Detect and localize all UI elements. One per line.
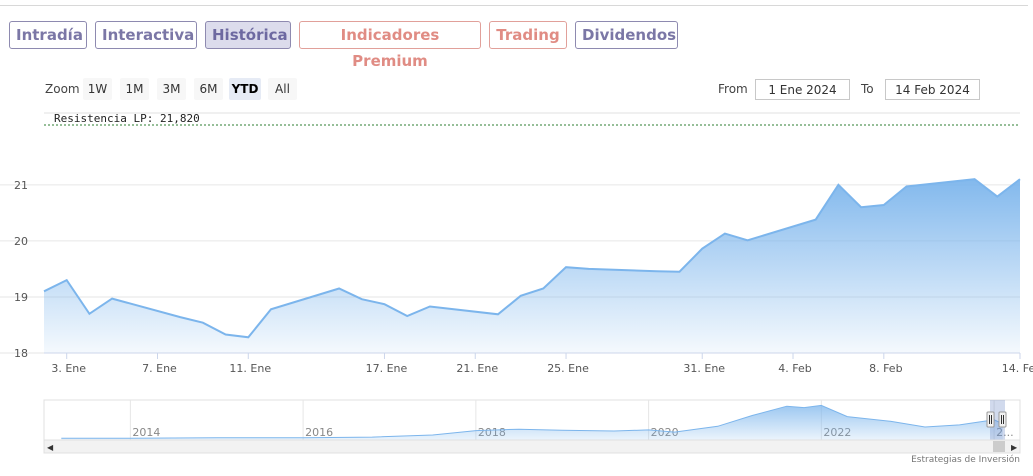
y-tick-label: 18 xyxy=(14,347,28,360)
navigator-year-label: 2016 xyxy=(305,426,333,439)
tab-trading[interactable]: Trading xyxy=(489,21,567,49)
resistance-label: Resistencia LP: 21,820 xyxy=(54,112,200,125)
x-tick-label: 25. Ene xyxy=(547,362,589,375)
top-divider xyxy=(0,5,1028,6)
to-label: To xyxy=(861,82,874,96)
price-chart: 18 19 20 21 Resistencia LP: 21,820 3. Ene 7.… xyxy=(0,112,1033,454)
tab-intradia[interactable]: Intradía xyxy=(9,21,87,49)
tab-dividendos[interactable]: Dividendos xyxy=(575,21,678,49)
navigator-year-label: 2014 xyxy=(132,426,160,439)
x-tick-label: 3. Ene xyxy=(51,362,86,375)
zoom-3m-button[interactable]: 3M xyxy=(157,78,186,100)
navigator[interactable]: 201420162018202020222...◀▶ xyxy=(43,399,1021,454)
x-tick-label: 11. Ene xyxy=(229,362,271,375)
zoom-6m-button[interactable]: 6M xyxy=(194,78,223,100)
scroll-right-arrow-icon[interactable]: ▶ xyxy=(1011,443,1018,452)
zoom-label: Zoom xyxy=(45,82,80,96)
navigator-handle[interactable] xyxy=(998,411,1007,428)
price-area-fill xyxy=(44,179,1020,353)
zoom-all-button[interactable]: All xyxy=(268,78,297,100)
y-axis-labels: 18 19 20 21 xyxy=(14,179,28,360)
x-tick-label: 21. Ene xyxy=(456,362,498,375)
zoom-1w-button[interactable]: 1W xyxy=(83,78,112,100)
x-tick-label: 8. Feb xyxy=(869,362,902,375)
x-tick-label: 31. Ene xyxy=(683,362,725,375)
from-label: From xyxy=(718,82,748,96)
y-tick-label: 20 xyxy=(14,235,28,248)
zoom-1m-button[interactable]: 1M xyxy=(120,78,149,100)
y-tick-label: 21 xyxy=(14,179,28,192)
tab-interactiva[interactable]: Interactiva xyxy=(95,21,197,49)
x-tick-label: 7. Ene xyxy=(142,362,177,375)
y-tick-label: 19 xyxy=(14,291,28,304)
navigator-scrollbar-thumb[interactable] xyxy=(993,441,1005,452)
from-date-input[interactable] xyxy=(755,79,850,100)
navigator-scrollbar[interactable] xyxy=(43,439,1021,454)
tab-indicadores-premium[interactable]: Indicadores Premium xyxy=(299,21,481,70)
navigator-line xyxy=(61,404,1003,439)
price-area xyxy=(43,178,1021,353)
price-line xyxy=(43,178,1021,339)
x-axis: 3. Ene 7. Ene 11. Ene 17. Ene 21. Ene 25. Ene… xyxy=(44,352,1033,375)
zoom-ytd-button[interactable]: YTD xyxy=(229,78,261,100)
navigator-area xyxy=(61,405,1003,440)
to-date-input[interactable] xyxy=(885,79,980,100)
navigator-handle[interactable] xyxy=(986,411,995,428)
navigator-selection xyxy=(990,400,1005,440)
x-tick-label: 17. Ene xyxy=(366,362,408,375)
x-tick-label: 14. Feb xyxy=(1002,362,1033,375)
tab-historica[interactable]: Histórica xyxy=(205,21,291,49)
x-tick-label: 4. Feb xyxy=(778,362,811,375)
credit-text: Estrategias de Inversión xyxy=(911,455,1020,465)
scroll-left-arrow-icon[interactable]: ◀ xyxy=(47,443,54,452)
